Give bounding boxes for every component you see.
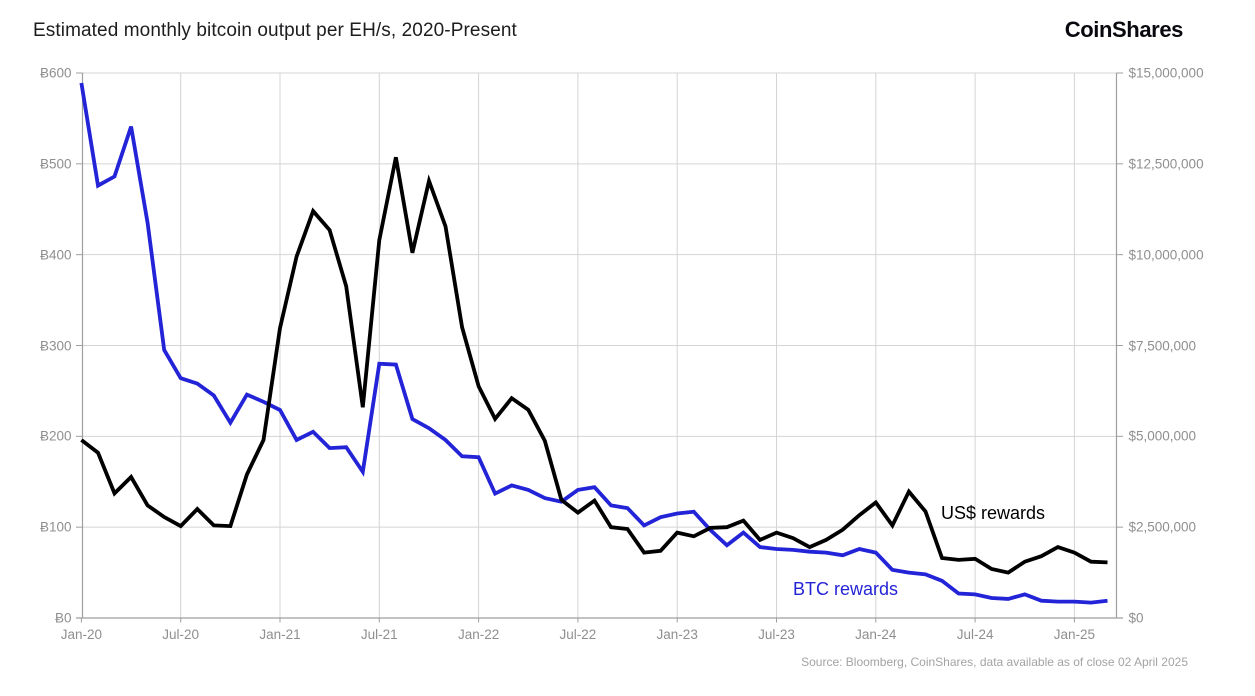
x-axis-label: Jul-20: [162, 627, 200, 642]
y-axis-label-right: $15,000,000: [1128, 65, 1204, 81]
y-axis-label-left: Ƀ300: [39, 338, 72, 353]
y-axis-label-right: $7,500,000: [1128, 338, 1197, 353]
coinshares-logo: CoinShares: [1064, 17, 1184, 42]
btc-rewards-series-label: BTC rewards: [793, 579, 899, 599]
x-axis-label: Jul-21: [360, 627, 398, 642]
y-axis-label-left: Ƀ100: [39, 519, 72, 535]
x-axis-label: Jul-22: [559, 627, 597, 642]
chart-title: Estimated monthly bitcoin output per EH/…: [33, 20, 517, 41]
x-axis-label: Jul-24: [956, 627, 994, 642]
y-axis-label-left: Ƀ600: [39, 65, 72, 81]
x-axis-label: Jan-23: [656, 627, 698, 642]
btc-rewards-line: [79, 82, 1108, 605]
y-axis-label-right: $2,500,000: [1128, 519, 1197, 535]
y-axis-label-right: $5,000,000: [1128, 428, 1197, 444]
x-axis-label: Jan-22: [457, 627, 500, 642]
x-axis-label: Jan-21: [259, 627, 301, 642]
x-axis-label: Jan-24: [855, 627, 897, 642]
x-axis-label: Jan-20: [60, 627, 103, 642]
y-axis-label-left: Ƀ200: [39, 428, 72, 444]
x-axis-label: Jan-25: [1053, 627, 1096, 642]
y-axis-label-left: Ƀ0: [54, 610, 72, 626]
usd-rewards-series-label: US$ rewards: [941, 503, 1046, 523]
y-axis-label-right: $0: [1128, 610, 1144, 626]
y-axis-label-right: $10,000,000: [1128, 247, 1204, 263]
x-axis-label: Jul-23: [758, 627, 795, 642]
y-axis-label-left: Ƀ400: [39, 247, 72, 263]
source-note: Source: Bloomberg, CoinShares, data avai…: [801, 655, 1188, 669]
usd-rewards-line: [80, 156, 1108, 575]
y-axis-label-left: Ƀ500: [39, 156, 72, 172]
y-axis-label-right: $12,500,000: [1128, 156, 1204, 172]
